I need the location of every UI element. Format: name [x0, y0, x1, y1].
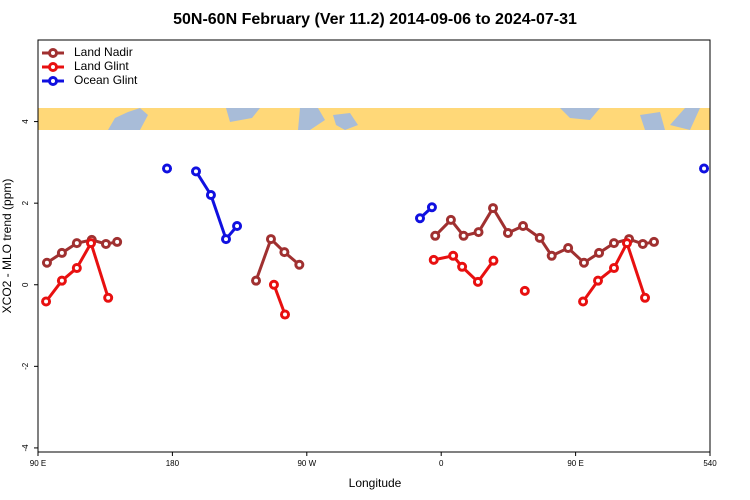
x-tick-label: 90 W [297, 459, 316, 468]
point [488, 203, 499, 214]
point [637, 238, 648, 249]
point [488, 255, 499, 266]
legend-label: Ocean Glint [74, 73, 138, 87]
point [502, 227, 513, 238]
point [448, 250, 459, 261]
point [518, 221, 529, 232]
point [414, 213, 425, 224]
plot-frame [37, 39, 711, 453]
point [279, 309, 290, 320]
point [593, 275, 603, 286]
x-tick-label: 180 [166, 459, 180, 468]
point [458, 230, 469, 241]
point [578, 257, 589, 268]
x-tick-label: 0 [439, 459, 444, 468]
point [426, 202, 437, 213]
point [56, 275, 67, 286]
point [232, 221, 243, 232]
point [430, 230, 441, 241]
point [268, 279, 279, 290]
point [546, 250, 557, 261]
point [563, 243, 574, 254]
x-axis-label: Longitude [349, 476, 402, 490]
point [534, 232, 545, 243]
point [608, 238, 619, 249]
y-tick-label: 0 [21, 282, 30, 287]
point [100, 238, 111, 249]
y-tick-label: -2 [21, 362, 30, 370]
point [103, 292, 114, 303]
point [56, 247, 67, 258]
point [162, 163, 173, 174]
y-tick-label: -4 [21, 444, 30, 452]
y-axis-label: XCO2 - MLO trend (ppm) [0, 179, 14, 314]
point [621, 238, 632, 249]
point [519, 285, 530, 296]
point [578, 296, 589, 307]
y-tick-label: 2 [21, 200, 30, 205]
point [473, 227, 484, 238]
y-tick-label: 4 [21, 119, 30, 124]
point [205, 190, 216, 201]
legend-label: Land Nadir [74, 45, 133, 59]
legend-marker [48, 76, 58, 86]
x-tick-label: 540 [703, 459, 717, 468]
chart-title: 50N-60N February (Ver 11.2) 2014-09-06 t… [173, 11, 577, 28]
point [294, 259, 305, 270]
point [699, 163, 710, 174]
series-line [196, 168, 704, 239]
point [251, 275, 262, 286]
point [279, 247, 290, 258]
point [472, 276, 483, 287]
point [41, 257, 52, 268]
x-tick-label: 90 E [30, 459, 46, 468]
point [41, 296, 52, 307]
point [265, 234, 276, 245]
point [640, 292, 651, 303]
x-tick-label: 90 E [567, 459, 583, 468]
point [112, 236, 123, 247]
legend-marker [48, 48, 58, 58]
legend-label: Land Glint [74, 59, 129, 73]
point [457, 261, 468, 272]
point [649, 236, 659, 247]
point [71, 263, 82, 274]
point [445, 214, 456, 225]
point [86, 238, 97, 249]
point [71, 238, 82, 249]
point [190, 166, 201, 177]
point [221, 234, 232, 245]
series-line [46, 205, 655, 282]
map-band [38, 108, 710, 130]
point [428, 254, 439, 265]
point [608, 263, 619, 274]
point [594, 247, 605, 258]
legend-marker [48, 62, 58, 72]
